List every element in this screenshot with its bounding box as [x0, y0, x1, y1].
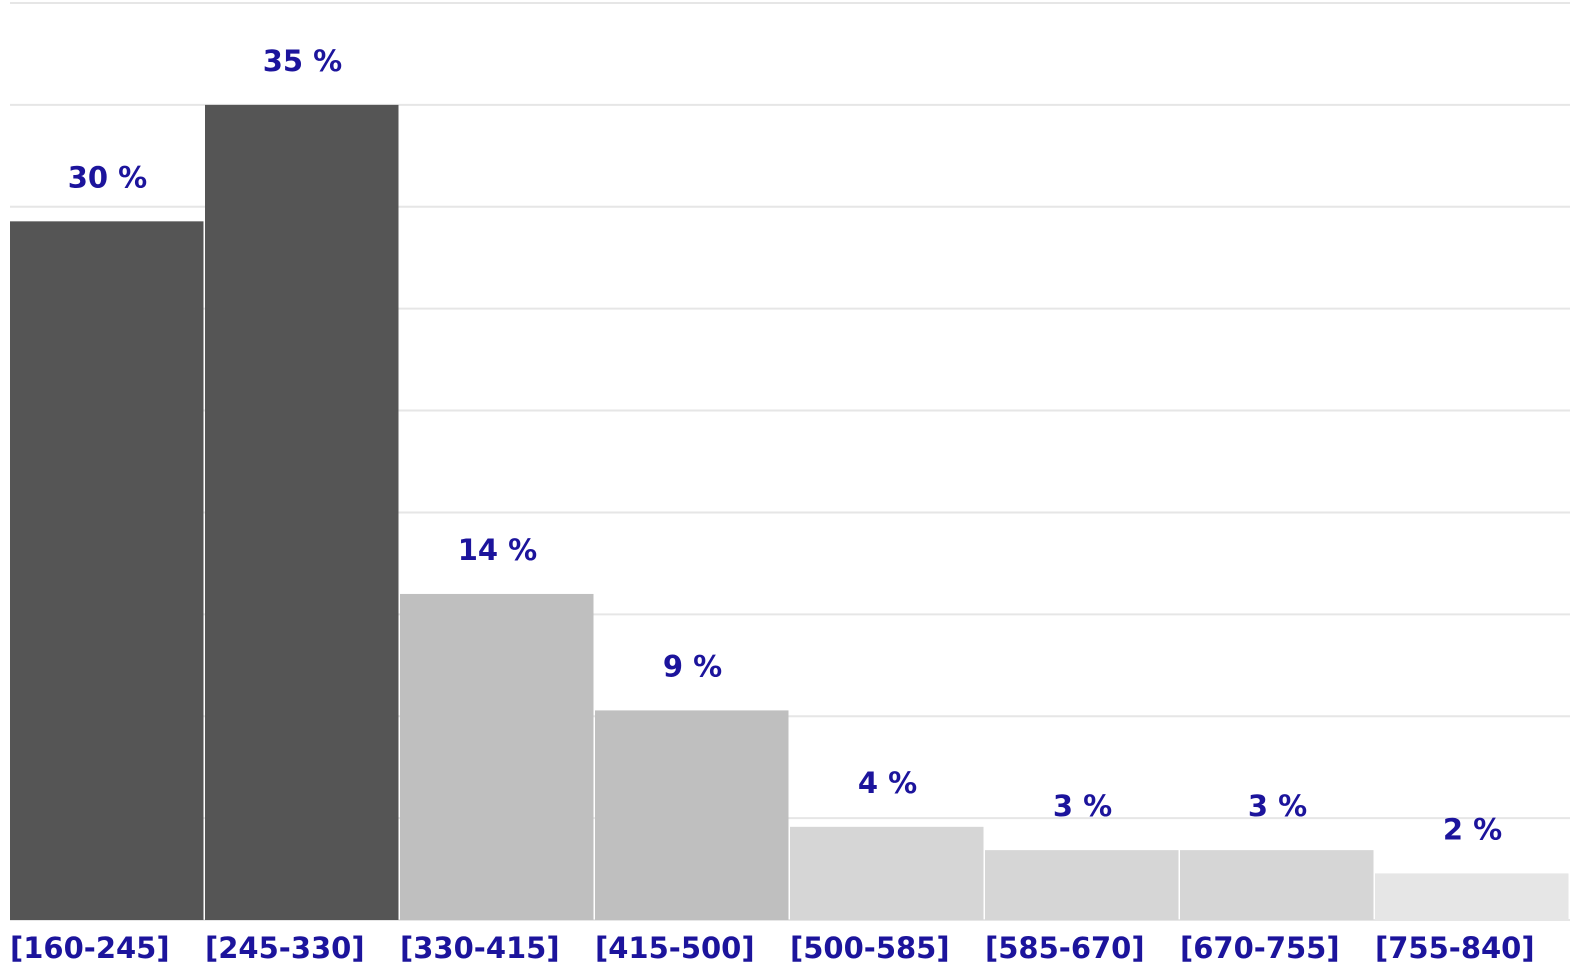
bar: [400, 593, 594, 920]
bar: [790, 826, 984, 920]
value-label: 3 %: [1248, 789, 1307, 823]
value-label: 3 %: [1053, 789, 1112, 823]
x-tick-label: [500-585]: [790, 931, 950, 965]
bar: [985, 850, 1179, 920]
value-label: 2 %: [1443, 812, 1502, 846]
bar: [595, 710, 789, 920]
x-tick-label: [415-500]: [595, 931, 755, 965]
value-label: 4 %: [858, 766, 917, 800]
bar: [205, 104, 399, 920]
x-tick-label: [755-840]: [1375, 931, 1535, 965]
value-label: 9 %: [663, 649, 722, 683]
x-tick-label: [160-245]: [10, 931, 170, 965]
x-tick-label: [330-415]: [400, 931, 560, 965]
bar: [1375, 873, 1569, 920]
value-label: 14 %: [458, 533, 538, 567]
x-tick-label: [585-670]: [985, 931, 1145, 965]
x-tick-label: [670-755]: [1180, 931, 1340, 965]
bar: [10, 221, 204, 921]
x-tick-label: [245-330]: [205, 931, 365, 965]
value-label: 30 %: [68, 160, 148, 194]
bar: [1180, 850, 1374, 920]
value-label: 35 %: [263, 44, 343, 78]
